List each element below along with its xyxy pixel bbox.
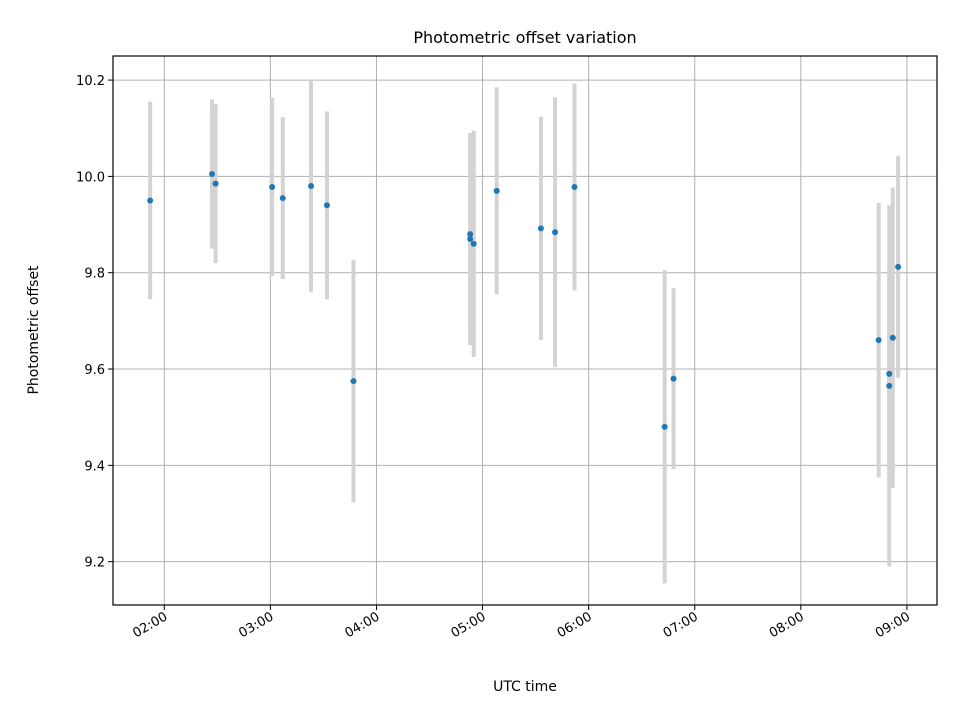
data-point <box>308 183 315 190</box>
data-point <box>350 378 357 385</box>
data-point <box>209 170 216 177</box>
data-point <box>269 183 276 190</box>
data-point <box>537 225 544 232</box>
chart-title: Photometric offset variation <box>413 28 636 47</box>
y-tick-label: 10.0 <box>76 170 105 185</box>
y-tick-label: 9.8 <box>84 267 105 282</box>
data-point <box>571 183 578 190</box>
data-point <box>889 334 896 341</box>
data-point <box>470 240 477 247</box>
data-point <box>661 423 668 430</box>
data-point <box>670 375 677 382</box>
y-tick-label: 10.2 <box>76 74 105 89</box>
y-tick-label: 9.4 <box>84 459 105 474</box>
x-axis-label: UTC time <box>493 679 557 695</box>
data-point <box>467 231 474 238</box>
data-points <box>147 170 902 430</box>
data-point <box>886 370 893 377</box>
grid <box>113 56 937 605</box>
data-point <box>552 229 559 236</box>
data-point <box>493 187 500 194</box>
data-point <box>895 263 902 270</box>
data-point <box>212 180 219 187</box>
data-point <box>886 382 893 389</box>
y-axis-label: Photometric offset <box>26 265 42 395</box>
data-point <box>323 202 330 209</box>
data-point <box>875 337 882 344</box>
y-tick-label: 9.6 <box>84 363 105 378</box>
plot-frame <box>112 55 938 606</box>
data-point <box>147 197 154 204</box>
y-axis-ticks: 9.2 9.4 9.6 9.8 10.0 10.2 <box>76 74 113 571</box>
y-tick-label: 9.2 <box>84 556 105 571</box>
data-point <box>279 195 286 202</box>
data-point <box>467 236 474 242</box>
